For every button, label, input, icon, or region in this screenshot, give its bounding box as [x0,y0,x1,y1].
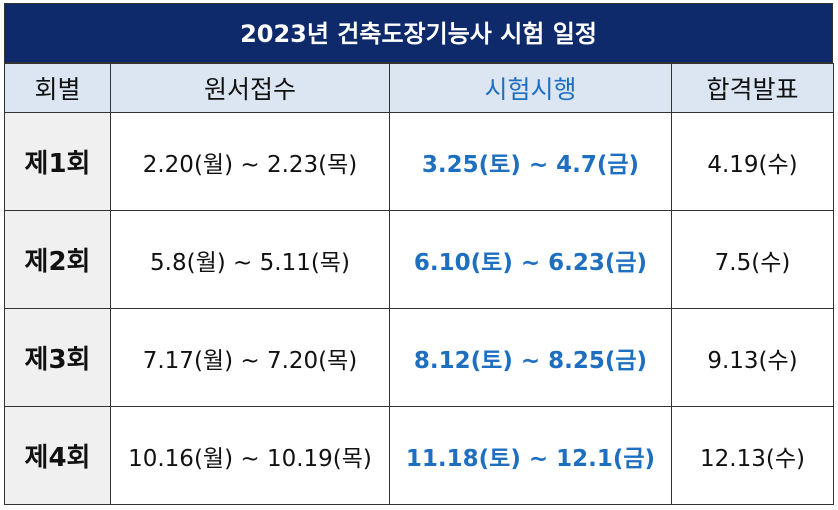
cell: 10.16(월) ~ 10.19(목) [110,406,390,505]
cell: 제1회 [4,112,111,211]
row: 제3회 7.17(월) ~ 7.20(목) 8.12(토) ~ 8.25(금) 9.1… [4,308,834,407]
title: 2023년 건축도장기능사 시험 일정 [4,3,833,63]
header-cell: 원서접수 [110,63,390,113]
cell: 12.13(수) [671,406,834,505]
cell: 7.17(월) ~ 7.20(목) [110,308,390,407]
cell: 제4회 [4,406,111,505]
header-row: 회별 원서접수 시험시행 합격발표 [4,63,834,113]
header-cell: 시험시행 [389,63,672,113]
schedule: 2023년 건축도장기능사 시험 일정 회별 원서접수 시험시행 합격발표 제1회 2.2… [4,3,834,505]
cell: 제3회 [4,308,111,407]
row: 제4회 10.16(월) ~ 10.19(목) 11.18(토) ~ 12.1(금)… [4,406,834,505]
cell: 6.10(토) ~ 6.23(금) [389,210,672,309]
schedule-table: 회별 원서접수 시험시행 합격발표 제1회 2.20(월) ~ 2.23(목) 3.25(토… [4,63,834,505]
cell: 8.12(토) ~ 8.25(금) [389,308,672,407]
cell: 2.20(월) ~ 2.23(목) [110,112,390,211]
header-cell: 합격발표 [671,63,834,113]
cell: 7.5(수) [671,210,834,309]
cell: 제2회 [4,210,111,309]
cell: 5.8(월) ~ 5.11(목) [110,210,390,309]
cell: 3.25(토) ~ 4.7(금) [389,112,672,211]
cell: 4.19(수) [671,112,834,211]
row: 제2회 5.8(월) ~ 5.11(목) 6.10(토) ~ 6.23(금) 7.5(… [4,210,834,309]
cell: 11.18(토) ~ 12.1(금) [389,406,672,505]
cell: 9.13(수) [671,308,834,407]
row: 제1회 2.20(월) ~ 2.23(목) 3.25(토) ~ 4.7(금) 4.19… [4,112,834,211]
header-cell: 회별 [4,63,111,113]
